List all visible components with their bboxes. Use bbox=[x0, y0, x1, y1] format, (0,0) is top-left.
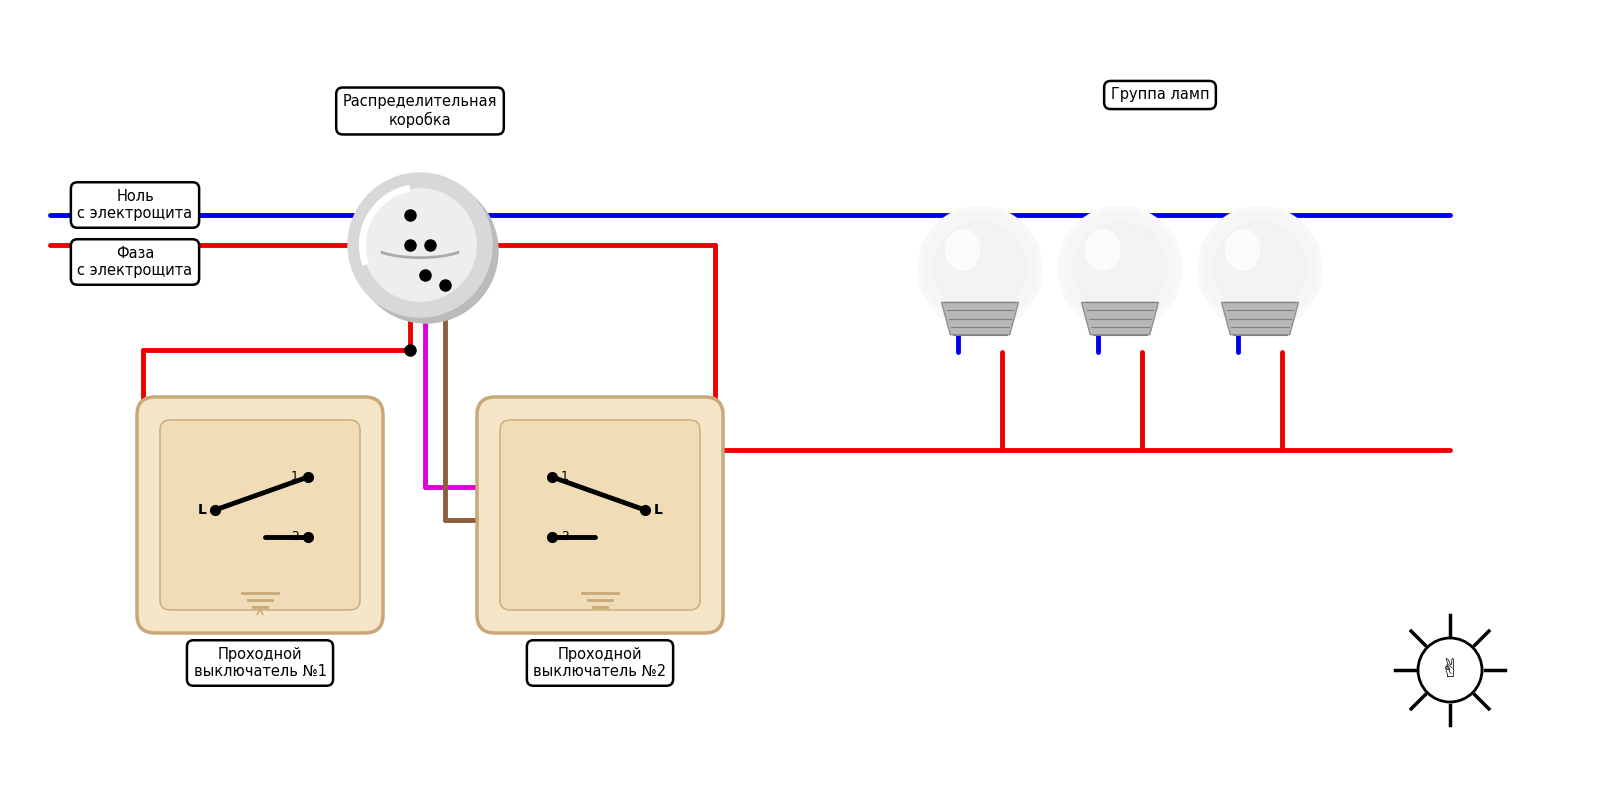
FancyBboxPatch shape bbox=[160, 420, 360, 610]
Text: L: L bbox=[197, 503, 206, 517]
Ellipse shape bbox=[1226, 230, 1259, 270]
Circle shape bbox=[1064, 213, 1176, 324]
Circle shape bbox=[349, 173, 493, 317]
Polygon shape bbox=[1082, 302, 1158, 334]
Circle shape bbox=[918, 206, 1042, 330]
Text: 2: 2 bbox=[291, 530, 299, 543]
Text: Распределительная
коробка: Распределительная коробка bbox=[342, 94, 498, 128]
Text: 1: 1 bbox=[562, 470, 570, 483]
Circle shape bbox=[1418, 638, 1482, 702]
Ellipse shape bbox=[1085, 230, 1120, 270]
Circle shape bbox=[1198, 206, 1322, 330]
Ellipse shape bbox=[946, 230, 979, 270]
Circle shape bbox=[354, 179, 498, 323]
Circle shape bbox=[925, 213, 1035, 324]
Text: Группа ламп: Группа ламп bbox=[1110, 87, 1210, 102]
Text: L: L bbox=[653, 503, 662, 517]
Text: Проходной
выключатель №1: Проходной выключатель №1 bbox=[194, 646, 326, 679]
Text: 1: 1 bbox=[291, 470, 299, 483]
Text: Проходной
выключатель №2: Проходной выключатель №2 bbox=[533, 646, 667, 679]
Polygon shape bbox=[941, 302, 1019, 334]
FancyBboxPatch shape bbox=[501, 420, 701, 610]
Circle shape bbox=[1058, 206, 1182, 330]
FancyBboxPatch shape bbox=[138, 397, 382, 633]
Text: 2: 2 bbox=[562, 530, 570, 543]
Text: Ноль
с электрощита: Ноль с электрощита bbox=[77, 189, 192, 222]
FancyBboxPatch shape bbox=[477, 397, 723, 633]
Circle shape bbox=[1074, 222, 1166, 315]
Circle shape bbox=[1205, 213, 1315, 324]
Text: Фаза
с электрощита: Фаза с электрощита bbox=[77, 246, 192, 278]
Circle shape bbox=[933, 222, 1027, 315]
Circle shape bbox=[363, 189, 477, 301]
Circle shape bbox=[1213, 222, 1307, 315]
Text: ✌: ✌ bbox=[1440, 658, 1461, 682]
Polygon shape bbox=[1221, 302, 1299, 334]
